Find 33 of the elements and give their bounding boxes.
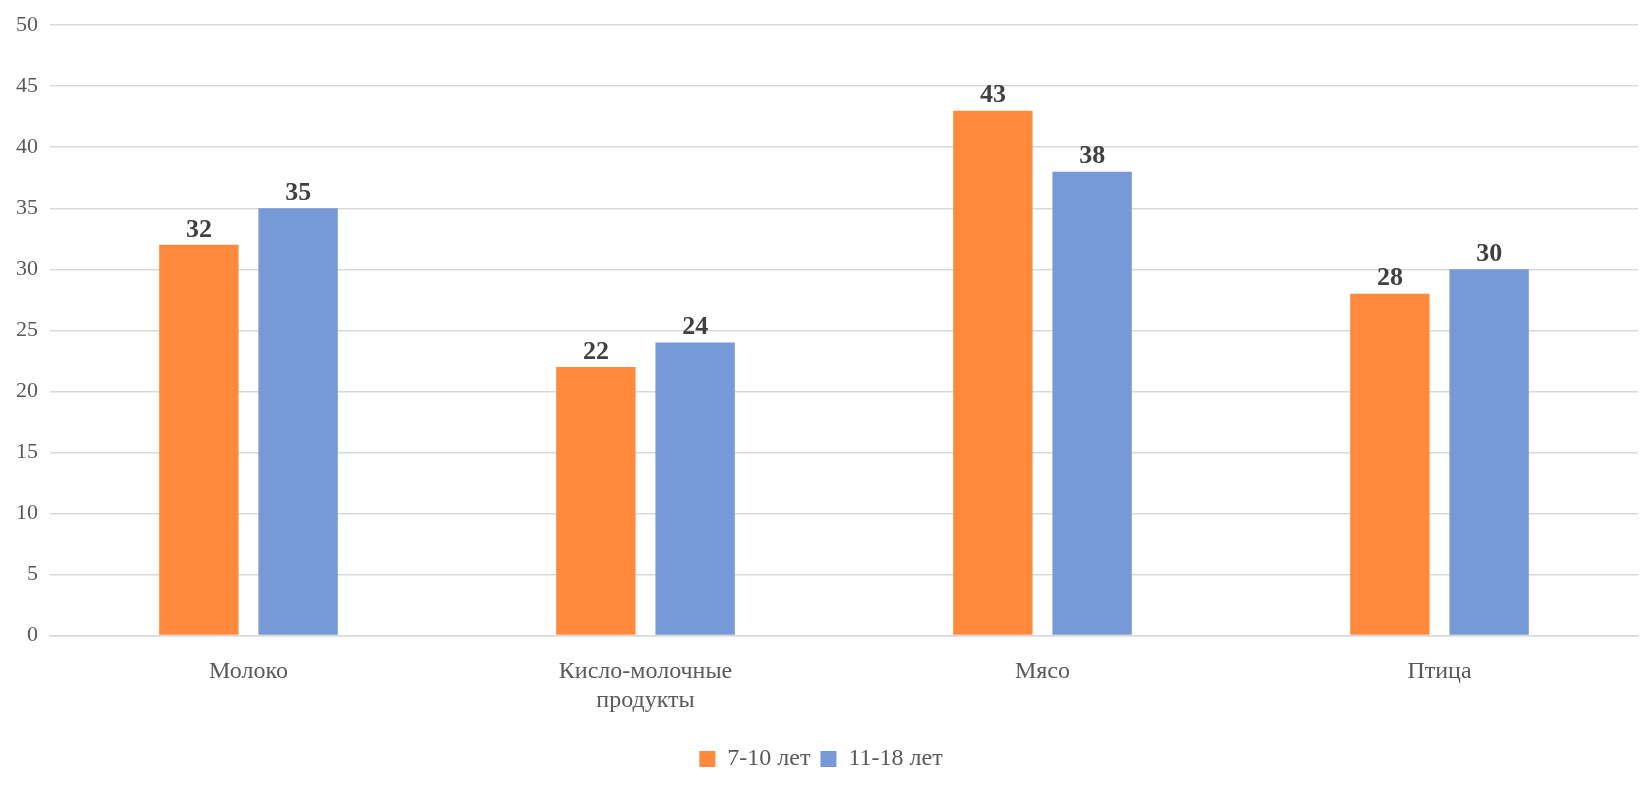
y-tick-label: 5: [27, 560, 38, 586]
bar: [1052, 171, 1132, 635]
data-label: 28: [1376, 262, 1403, 292]
y-tick-label: 10: [16, 499, 38, 525]
bar: [953, 110, 1033, 635]
legend-label: 7-10 лет: [727, 744, 811, 771]
y-tick-label: 25: [16, 316, 38, 342]
bar: [556, 366, 636, 635]
data-label: 35: [285, 176, 312, 206]
y-tick-label: 30: [16, 255, 38, 281]
x-tick-label: Птица: [1407, 657, 1472, 684]
y-tick-label: 45: [16, 72, 38, 97]
data-label: 38: [1079, 140, 1106, 170]
data-label: 32: [185, 213, 212, 243]
bar: [159, 244, 239, 635]
bar: [655, 342, 735, 635]
data-label: 24: [682, 311, 709, 341]
bar: [1449, 269, 1529, 635]
y-tick-label: 15: [16, 438, 38, 464]
y-tick-label: 35: [16, 194, 38, 220]
y-tick-label: 0: [27, 621, 38, 647]
x-tick-label: Молоко: [209, 657, 288, 684]
data-label: 30: [1476, 238, 1503, 267]
x-tick-label: Мясо: [1014, 657, 1071, 684]
legend-label: 11-18 лет: [848, 744, 944, 771]
data-label: 43: [979, 79, 1006, 109]
y-tick-label: 50: [16, 10, 38, 36]
bar: [1350, 293, 1430, 635]
y-tick-label: 20: [16, 377, 38, 403]
y-tick-label: 40: [16, 133, 38, 159]
data-label: 22: [582, 335, 609, 365]
bar: [258, 208, 338, 635]
x-tick-label: Кисло-молочные продукты: [558, 657, 733, 712]
